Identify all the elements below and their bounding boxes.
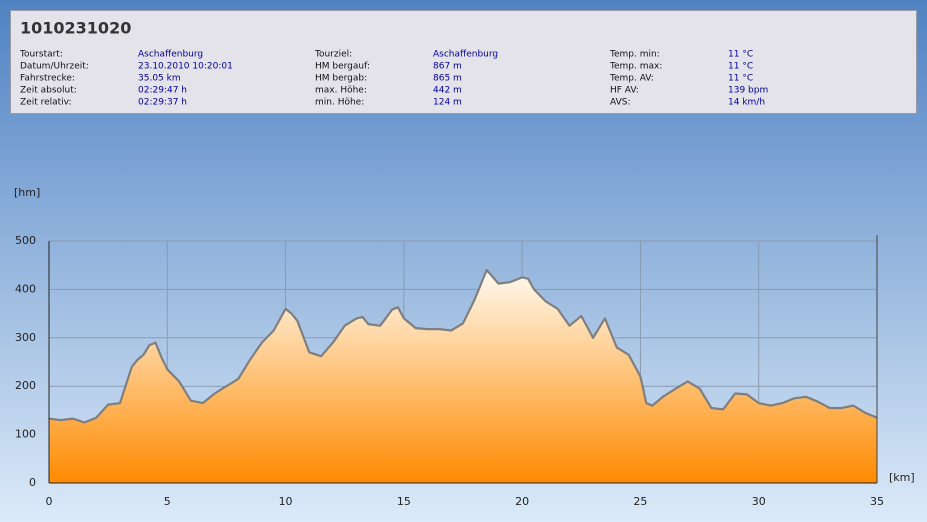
- y-tick-label: 400: [15, 282, 36, 295]
- x-tick-label: 25: [633, 495, 647, 508]
- x-tick-label: 35: [870, 495, 884, 508]
- y-tick-label: 0: [29, 476, 36, 489]
- elevation-line: [48, 268, 878, 424]
- field-value: 02:29:47 h: [138, 86, 187, 96]
- field-value: 14 km/h: [728, 98, 765, 108]
- field-label: max. Höhe:: [315, 86, 367, 96]
- y-tick-label: 300: [15, 331, 36, 344]
- field-label: min. Höhe:: [315, 98, 364, 108]
- field-value: 442 m: [433, 86, 462, 96]
- elevation-area: [49, 270, 877, 483]
- field-label: Zeit relativ:: [20, 98, 72, 108]
- x-tick-label: 0: [46, 495, 53, 508]
- field-value: 11 °C: [728, 50, 753, 60]
- field-label: HM bergauf:: [315, 62, 370, 72]
- field-value: 35.05 km: [138, 74, 181, 84]
- field-value: 139 bpm: [728, 86, 768, 96]
- field-value: 23.10.2010 10:20:01: [138, 62, 233, 72]
- field-label: Temp. max:: [609, 62, 662, 72]
- field-value: 11 °C: [728, 62, 753, 72]
- field-value: Aschaffenburg: [138, 50, 203, 60]
- field-label: Fahrstrecke:: [20, 74, 75, 84]
- field-value: 124 m: [433, 98, 462, 108]
- field-value: 865 m: [433, 74, 462, 84]
- field-value: 867 m: [433, 62, 462, 72]
- info-panel: [10, 10, 917, 114]
- field-label: HM bergab:: [315, 74, 367, 84]
- y-tick-label: 200: [15, 379, 36, 392]
- field-label: Datum/Uhrzeit:: [20, 62, 89, 72]
- y-axis-label: [hm]: [14, 186, 40, 199]
- field-value: 11 °C: [728, 74, 753, 84]
- field-label: Zeit absolut:: [20, 86, 77, 96]
- field-label: HF AV:: [610, 86, 639, 96]
- x-tick-label: 15: [397, 495, 411, 508]
- field-label: Temp. AV:: [609, 74, 654, 84]
- x-tick-label: 5: [164, 495, 171, 508]
- x-tick-label: 20: [515, 495, 529, 508]
- y-tick-label: 100: [15, 428, 36, 441]
- field-label: Tourziel:: [314, 50, 352, 60]
- x-tick-label: 10: [279, 495, 293, 508]
- field-label: Tourstart:: [19, 50, 63, 60]
- field-value: 02:29:37 h: [138, 98, 187, 108]
- field-label: AVS:: [610, 98, 630, 108]
- field-label: Temp. min:: [609, 50, 660, 60]
- field-value: Aschaffenburg: [433, 50, 498, 60]
- x-tick-label: 30: [752, 495, 766, 508]
- y-tick-label: 500: [15, 234, 36, 247]
- x-axis-label: [km]: [889, 471, 915, 484]
- tour-title: 1010231020: [20, 19, 131, 38]
